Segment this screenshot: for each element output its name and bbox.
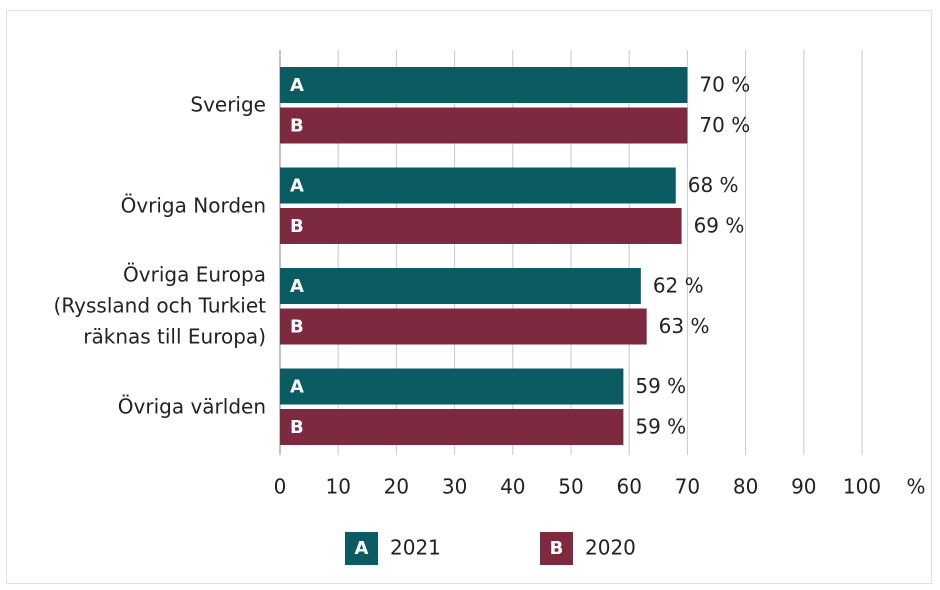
bar-key: B: [290, 417, 304, 438]
value-label: 59 %: [635, 374, 686, 398]
bar: [280, 67, 688, 103]
x-tick-label: 70: [675, 475, 700, 499]
bar-key: A: [290, 176, 304, 197]
x-tick-label: 100: [843, 475, 881, 499]
legend-label: 2021: [390, 536, 441, 560]
x-tick-label: 90: [791, 475, 816, 499]
category-label: Sverige: [190, 92, 266, 117]
bar-key: B: [290, 216, 304, 237]
x-unit: %: [906, 475, 925, 499]
bar-key: B: [290, 317, 304, 338]
category-label: Övriga världen: [117, 394, 266, 419]
category-label: Övriga Norden: [120, 193, 266, 218]
bar-key: B: [290, 116, 304, 137]
value-label: 69 %: [694, 214, 745, 238]
value-label: 68 %: [688, 173, 739, 197]
legend-key: A: [355, 538, 369, 559]
x-tick-label: 30: [442, 475, 467, 499]
x-tick-label: 0: [274, 475, 287, 499]
bar: [280, 167, 676, 204]
value-label: 70 %: [699, 113, 750, 137]
value-label: 62 %: [653, 274, 704, 298]
frame: [6, 10, 932, 584]
bar: [280, 409, 624, 445]
value-label: 59 %: [635, 415, 686, 439]
x-tick-label: 40: [500, 475, 525, 499]
legend-swatch: [345, 532, 378, 565]
legend-key: B: [550, 538, 564, 559]
bar-key: A: [290, 377, 304, 398]
x-tick-label: 20: [384, 475, 409, 499]
value-label: 70 %: [699, 73, 750, 97]
legend-swatch: [540, 532, 573, 565]
x-tick-label: 80: [733, 475, 758, 499]
bar-key: A: [290, 75, 304, 96]
bar: [280, 308, 647, 345]
x-tick-label: 10: [325, 475, 350, 499]
x-tick-label: 50: [558, 475, 583, 499]
bar-key: A: [290, 276, 304, 297]
legend-label: 2020: [585, 536, 636, 560]
bar: [280, 208, 682, 244]
value-label: 63 %: [659, 314, 710, 338]
bar: [280, 107, 688, 144]
bar: [280, 368, 624, 405]
x-tick-label: 60: [616, 475, 641, 499]
bar: [280, 268, 641, 304]
category-label: Övriga Europa (Ryssland och Turkiet räkn…: [53, 262, 266, 349]
